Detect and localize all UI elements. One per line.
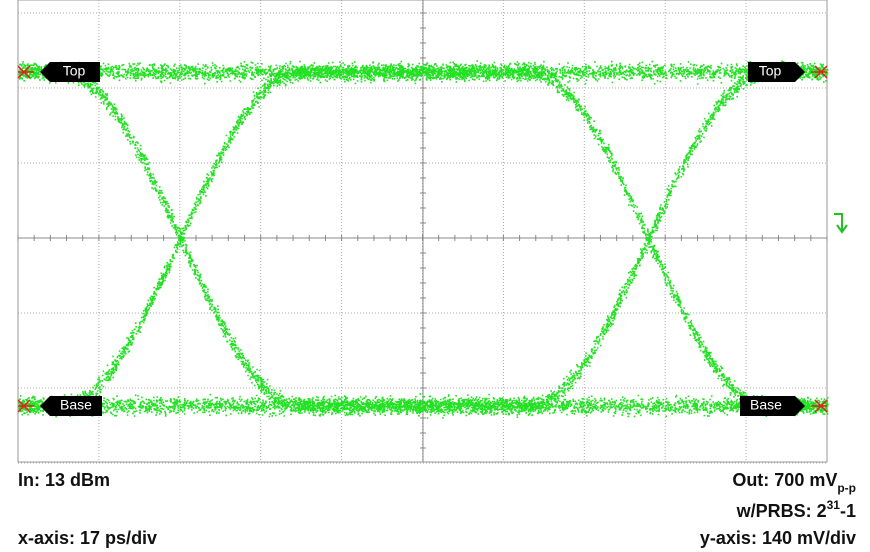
marker-label: Top [63, 63, 86, 79]
screen: Top Base Top Base In: 13 dBm x-axis: 17 … [0, 0, 870, 552]
prbs-exponent: 31 [827, 498, 840, 512]
prbs-text: w/PRBS: 2 [737, 501, 827, 521]
marker-label: Base [60, 397, 92, 413]
output-subscript: p-p [837, 481, 856, 495]
x-axis-label: x-axis: 17 ps/div [18, 528, 157, 549]
prbs-label: w/PRBS: 231-1 [737, 498, 856, 522]
output-label: Out: 700 mVp-p [732, 470, 856, 495]
prbs-tail: -1 [840, 501, 856, 521]
trigger-icon [834, 214, 847, 232]
input-label: In: 13 dBm [18, 470, 110, 491]
output-text: Out: 700 mV [732, 470, 837, 490]
marker-label: Base [750, 397, 782, 413]
marker-label: Top [759, 63, 782, 79]
eye-diagram: Top Base Top Base [0, 0, 870, 470]
y-axis-label: y-axis: 140 mV/div [700, 528, 856, 549]
